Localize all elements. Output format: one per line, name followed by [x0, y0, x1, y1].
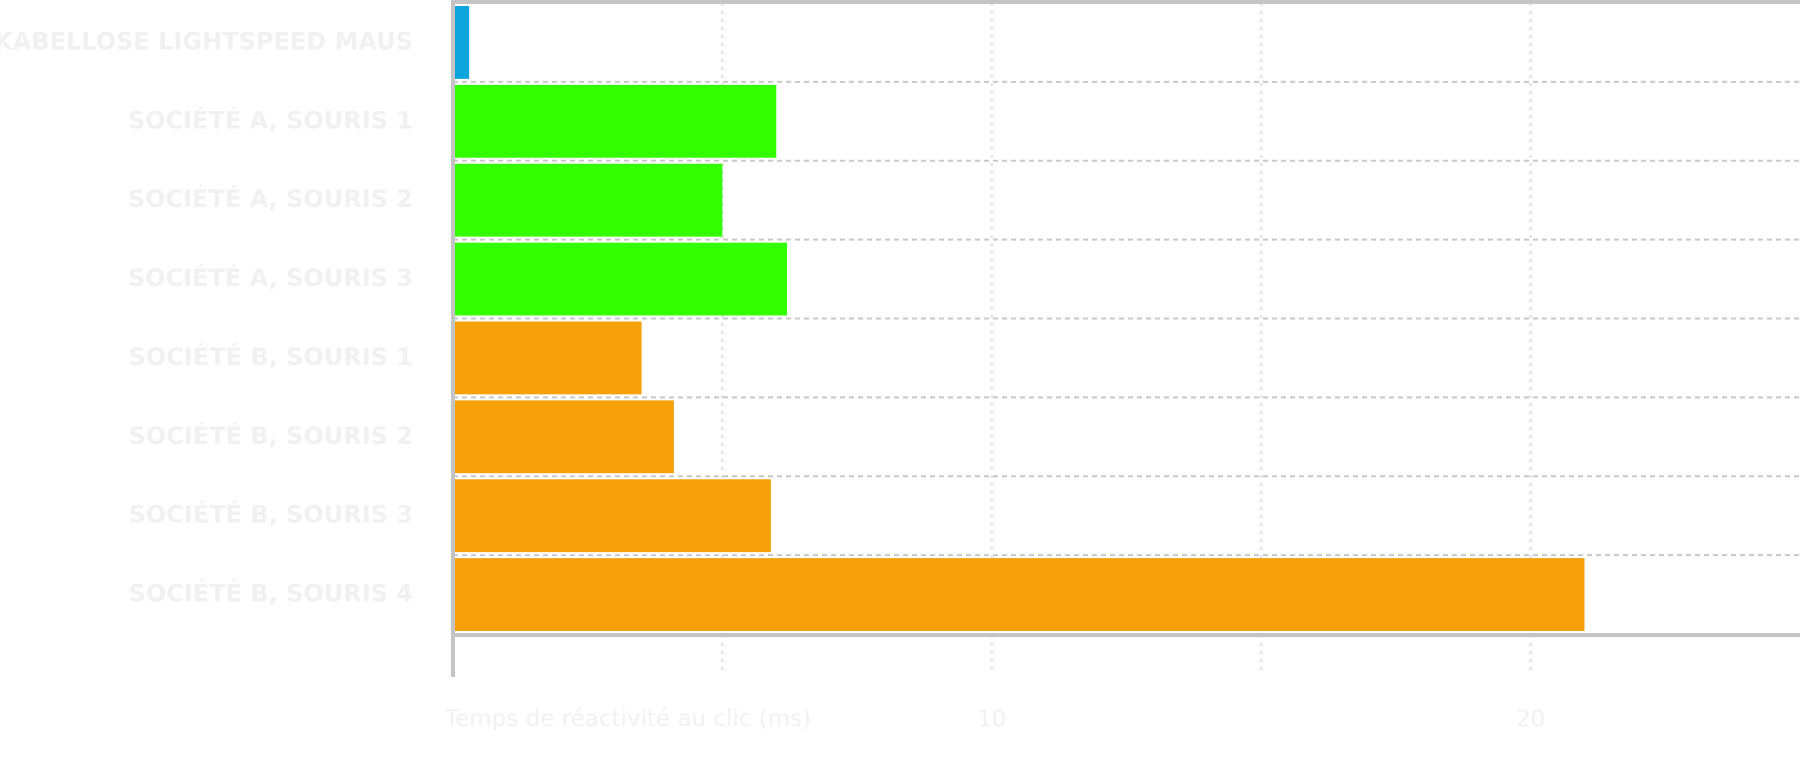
y-tick-label: SOCIÉTÉ B, SOURIS 3 — [129, 500, 413, 529]
y-tick-label: SOCIÉTÉ B, SOURIS 2 — [129, 421, 413, 450]
bar — [455, 163, 723, 237]
bar — [455, 558, 1585, 631]
y-tick-label: SOCIÉTÉ B, SOURIS 4 — [129, 579, 413, 608]
x-tick-label: 10 — [977, 707, 1006, 733]
y-tick-label: SOCIÉTÉ A, SOURIS 3 — [128, 263, 413, 292]
x-tick-label: 20 — [1516, 707, 1545, 733]
y-tick-label: SOCIÉTÉ A, SOURIS 2 — [128, 184, 413, 213]
y-tick-label: SOCIÉTÉ A, SOURIS 1 — [128, 105, 413, 134]
y-tick-label: SOCIÉTÉ B, SOURIS 1 — [129, 342, 413, 371]
bar — [455, 242, 788, 316]
bar — [455, 84, 777, 158]
bar — [455, 321, 642, 395]
x-axis-label: Temps de réactivité au clic (ms) — [445, 706, 812, 732]
bar — [455, 6, 470, 79]
bar — [455, 400, 674, 474]
x-axis-label-box: Temps de réactivité au clic (ms) — [445, 706, 812, 732]
bar — [455, 479, 771, 553]
y-tick-label: KABELLOSE LIGHTSPEED MAUS — [0, 27, 413, 55]
